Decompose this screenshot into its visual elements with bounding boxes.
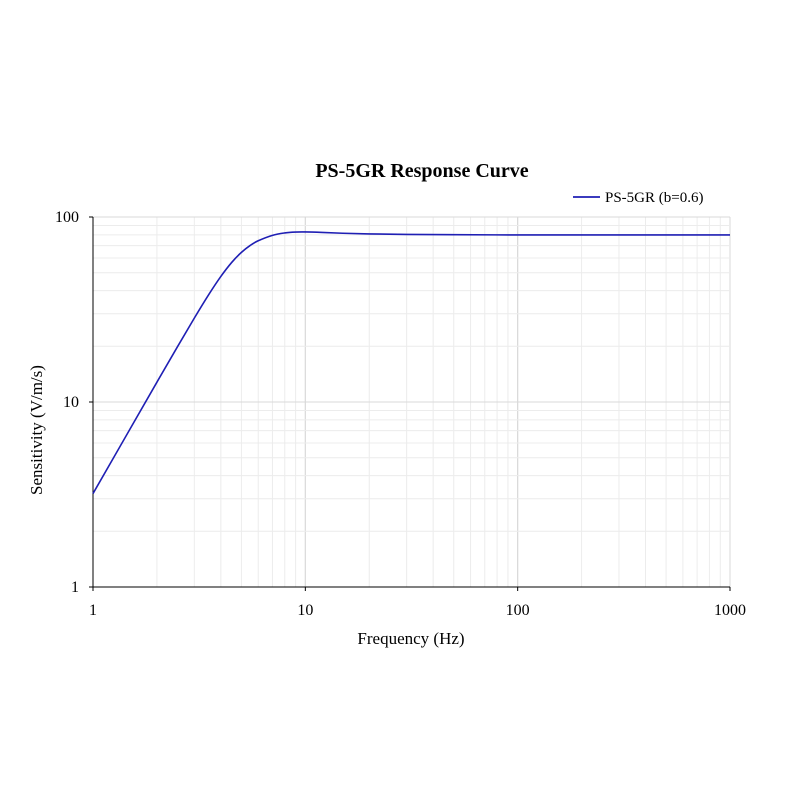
x-tick-label: 10 bbox=[297, 602, 313, 619]
x-tick-label: 1 bbox=[89, 602, 97, 619]
x-tick-label: 1000 bbox=[714, 602, 746, 619]
legend: PS-5GR (b=0.6) bbox=[573, 190, 703, 206]
chart-axes bbox=[89, 216, 731, 591]
x-tick-labels: 1 10 100 1000 bbox=[89, 602, 746, 619]
y-tick-labels: 1 10 100 bbox=[55, 209, 79, 596]
y-tick-label: 10 bbox=[63, 394, 79, 411]
chart-grid bbox=[92, 216, 731, 588]
y-axis-title: Sensitivity (V/m/s) bbox=[27, 365, 46, 495]
x-axis-title: Frequency (Hz) bbox=[357, 629, 464, 648]
y-tick-label: 1 bbox=[71, 579, 79, 596]
series-line-ps-5gr bbox=[92, 231, 730, 494]
legend-label: PS-5GR (b=0.6) bbox=[605, 190, 703, 206]
chart-series bbox=[92, 231, 730, 494]
y-tick-label: 100 bbox=[55, 209, 79, 226]
chart-title: PS-5GR Response Curve bbox=[315, 160, 528, 182]
x-tick-label: 100 bbox=[506, 602, 530, 619]
